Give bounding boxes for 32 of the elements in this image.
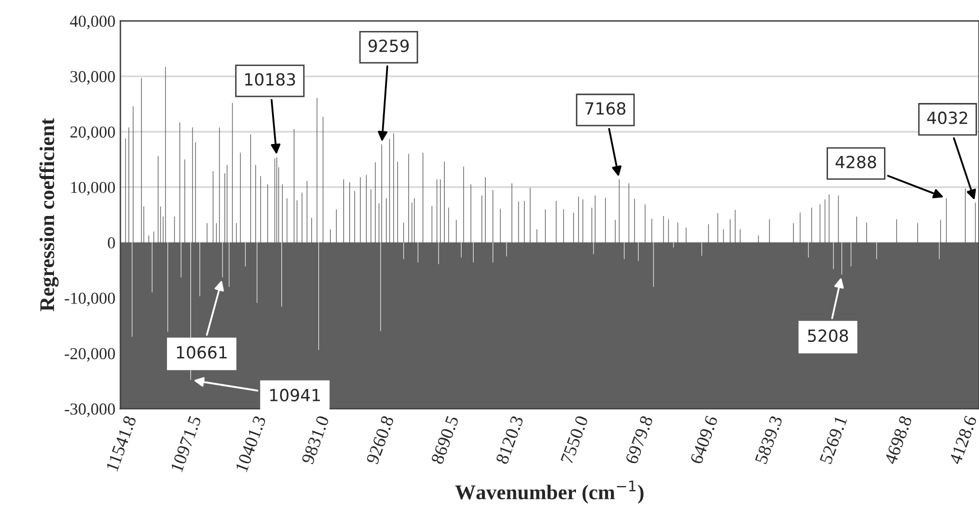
x-tick-label: 6979.8	[625, 415, 654, 465]
x-tick-label: 10401.3	[235, 415, 266, 472]
y-tick-label: 10,000	[71, 182, 115, 196]
annotation: 5208	[808, 329, 848, 342]
y-tick-label: -10,000	[64, 292, 115, 306]
annotation: 9259	[368, 39, 409, 52]
x-tick-label: 4128.6	[948, 414, 978, 465]
x-tick-label: 6409.6	[690, 414, 718, 465]
annotation: 4032	[927, 112, 968, 124]
y-tick-label: -20,000	[64, 348, 115, 362]
y-tick-label: 30,000	[70, 71, 115, 85]
x-tick-label: 5269.1	[820, 415, 848, 464]
x-tick-label: 5839.3	[754, 415, 783, 464]
x-tick-label: 11541.8	[106, 415, 136, 472]
annotation: 10941	[270, 388, 320, 402]
annotation: 10183	[245, 73, 296, 86]
x-tick-label: 7550.0	[560, 415, 588, 464]
y-axis-title: Regression coefficient	[39, 118, 59, 312]
x-tick-label: 8120.3	[496, 415, 524, 465]
annotation: 4288	[836, 156, 876, 168]
y-tick-label: 40,000	[70, 16, 115, 30]
y-tick-label: -30,000	[64, 403, 115, 418]
annotation: 7168	[585, 102, 626, 115]
x-tick-label: 4698.8	[884, 415, 912, 465]
x-tick-label: 9831.0	[301, 415, 330, 465]
y-tick-label: 0	[108, 237, 115, 248]
x-tick-label: 9260.8	[366, 415, 394, 465]
y-tick-label: 20,000	[70, 126, 115, 140]
x-axis-title: Wavenumber (cm$^{−1}$)	[455, 480, 644, 504]
x-tick-label: 10971.5	[170, 415, 202, 472]
annotation: 10661	[177, 346, 227, 359]
x-tick-label: 8690.5	[430, 415, 459, 465]
